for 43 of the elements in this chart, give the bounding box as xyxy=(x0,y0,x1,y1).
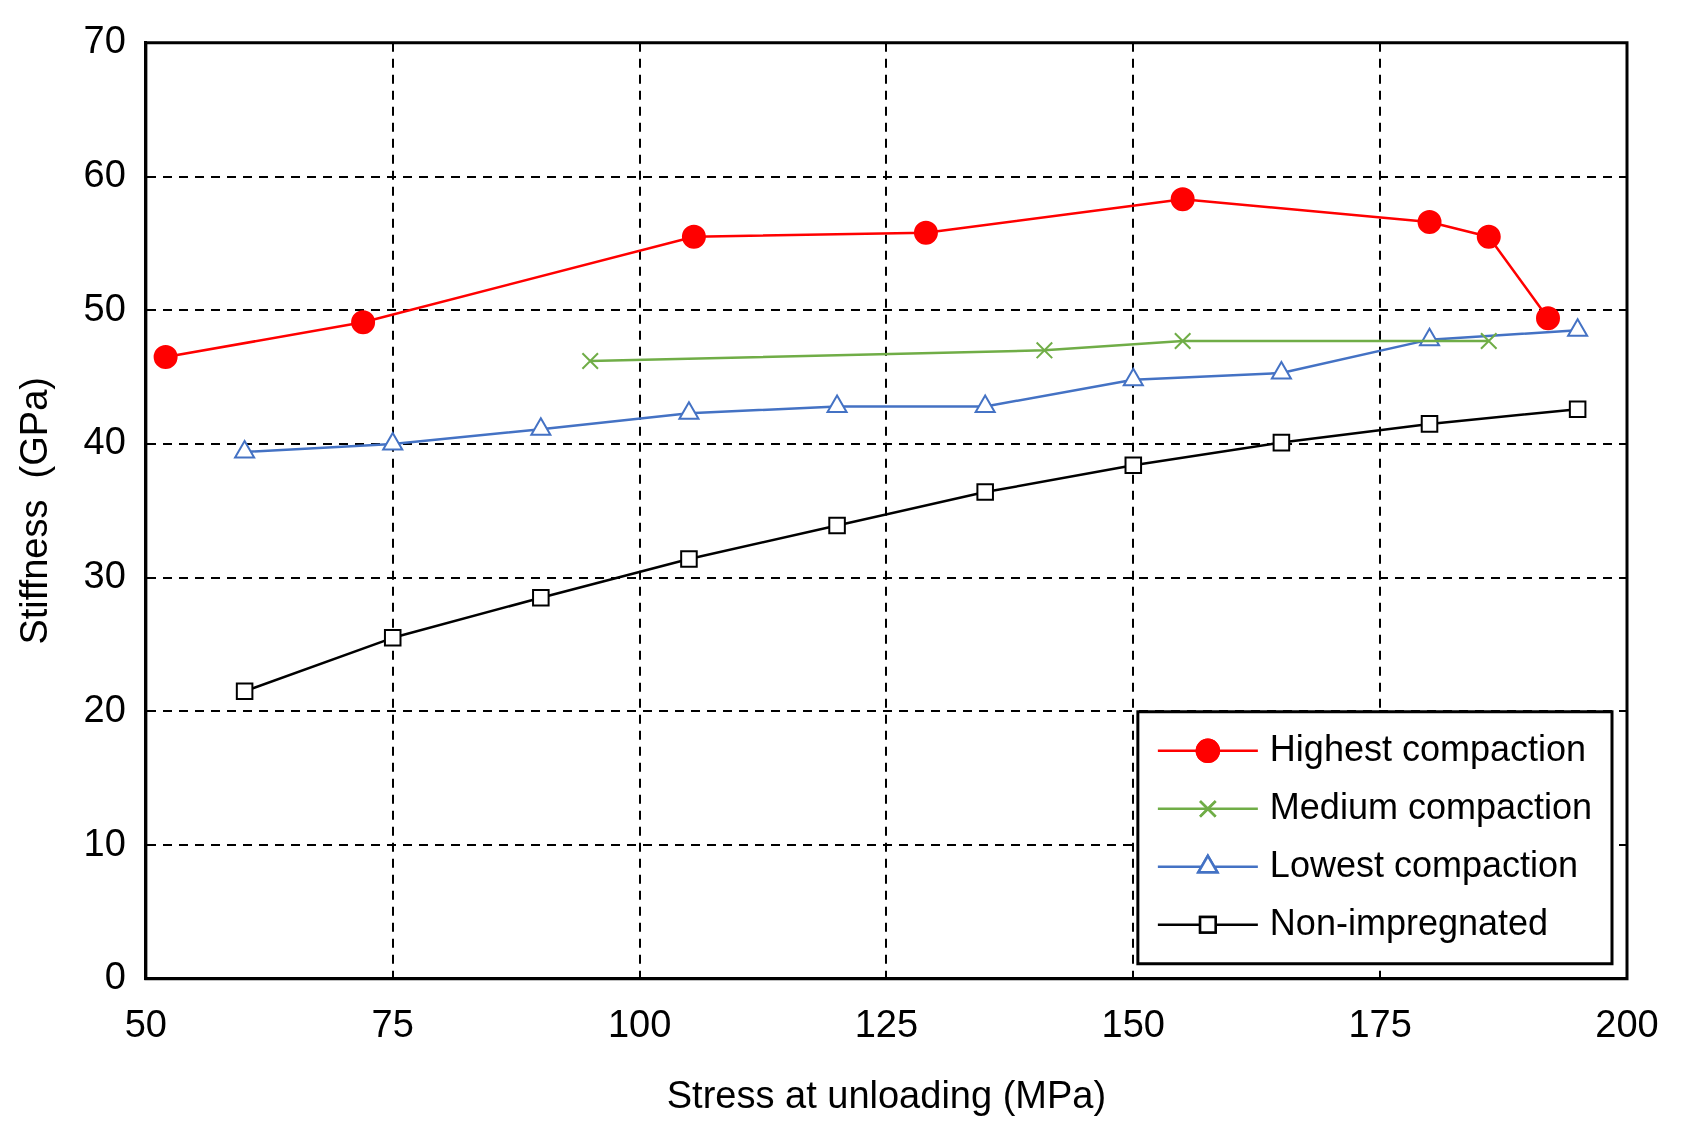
x-tick-label: 175 xyxy=(1348,1003,1412,1046)
x-tick-label: 75 xyxy=(371,1003,414,1046)
x-tick-label: 50 xyxy=(124,1003,168,1046)
point xyxy=(1476,224,1501,249)
x-tick-label: 125 xyxy=(854,1003,919,1046)
point xyxy=(351,310,376,335)
point xyxy=(532,588,550,607)
y-tick-label: 0 xyxy=(104,955,126,998)
point xyxy=(828,516,846,535)
y-axis-title: Stiffness (GPa) xyxy=(13,377,56,645)
point xyxy=(680,550,698,568)
y-tick-label: 10 xyxy=(83,821,126,864)
x-tick-label: 150 xyxy=(1101,1003,1165,1046)
point xyxy=(1420,415,1439,433)
y-tick-label: 60 xyxy=(83,153,126,195)
legend-label: Lowest compaction xyxy=(1269,843,1579,885)
point xyxy=(1124,456,1143,475)
point xyxy=(235,682,254,701)
legend-label: Highest compaction xyxy=(1269,727,1587,769)
point xyxy=(1479,332,1498,350)
point xyxy=(153,345,178,370)
point xyxy=(1536,306,1561,331)
y-tick-label: 20 xyxy=(83,687,126,730)
point xyxy=(1173,332,1192,350)
y-tick-label: 30 xyxy=(83,554,126,597)
legend-label: Non-impregnated xyxy=(1269,901,1549,943)
point xyxy=(1568,400,1587,418)
point xyxy=(1272,433,1291,452)
point xyxy=(581,352,599,370)
x-tick-label: 100 xyxy=(607,1003,672,1046)
point xyxy=(1170,187,1195,212)
legend-label: Medium compaction xyxy=(1269,785,1592,827)
point xyxy=(976,483,994,501)
point xyxy=(1035,341,1054,360)
point xyxy=(681,224,706,249)
point xyxy=(913,220,938,245)
y-tick-label: 50 xyxy=(83,286,126,329)
point xyxy=(1417,209,1442,234)
y-tick-label: 70 xyxy=(83,19,126,62)
x-axis-title: Stress at unloading (MPa) xyxy=(666,1073,1107,1116)
x-tick-label: 200 xyxy=(1595,1003,1659,1046)
point xyxy=(383,629,402,647)
y-tick-label: 40 xyxy=(83,420,126,463)
